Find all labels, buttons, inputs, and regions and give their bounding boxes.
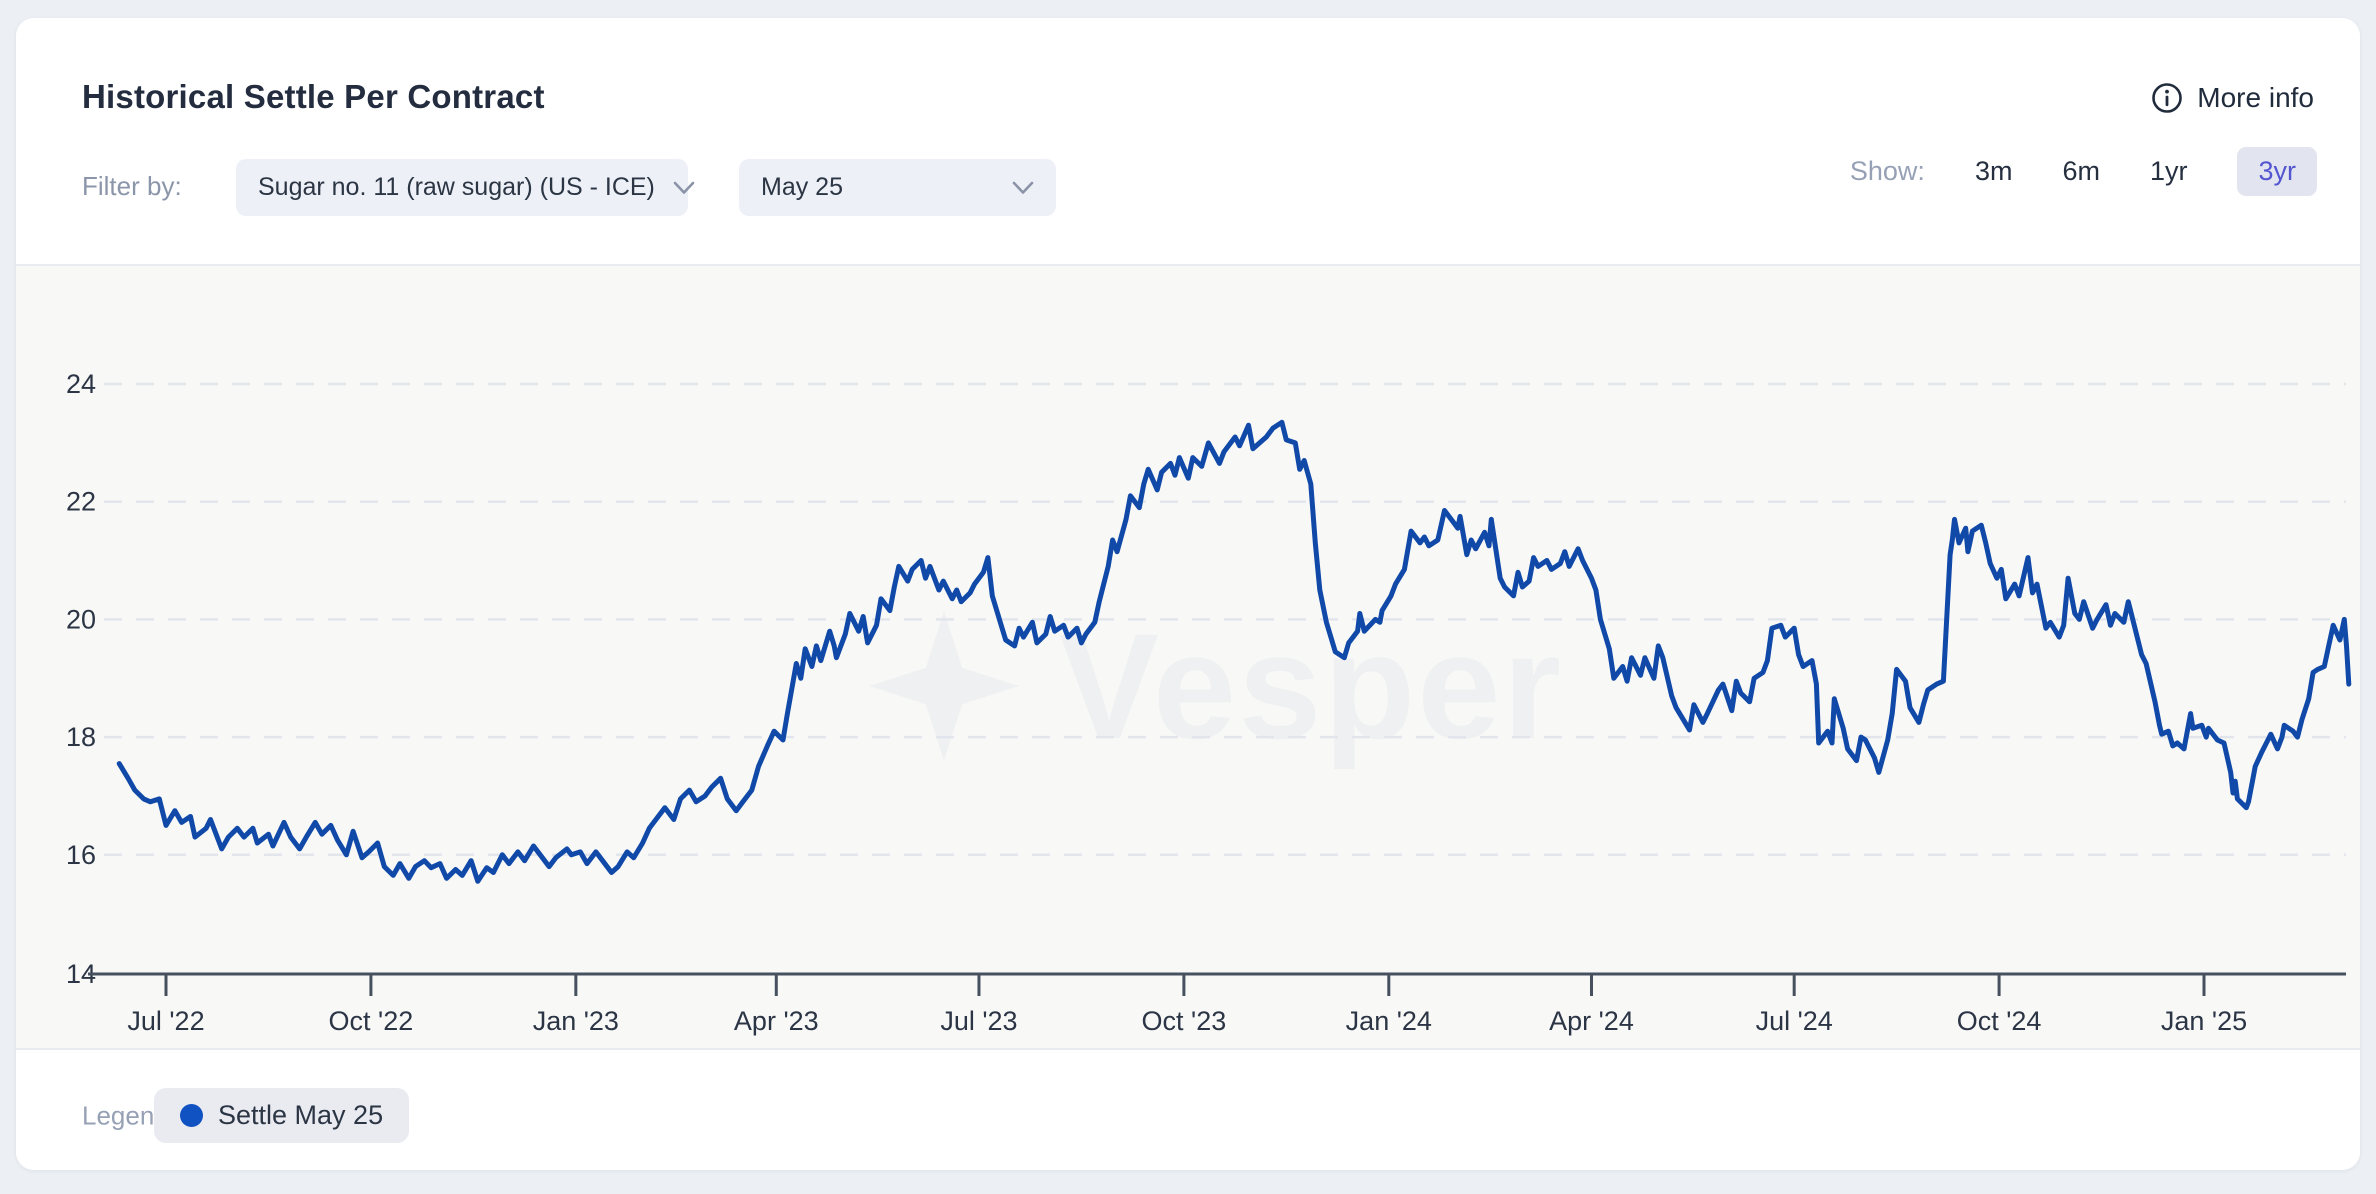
more-info-button[interactable]: More info — [2151, 80, 2314, 116]
more-info-label: More info — [2197, 82, 2314, 113]
svg-text:Oct '23: Oct '23 — [1142, 1006, 1227, 1036]
range-option-1yr[interactable]: 1yr — [2149, 155, 2188, 186]
svg-text:24: 24 — [66, 369, 96, 399]
show-label: Show: — [1849, 155, 1925, 186]
contract-dropdown-value: May 25 — [761, 173, 843, 201]
svg-text:18: 18 — [66, 722, 96, 752]
svg-text:Jan '23: Jan '23 — [533, 1006, 619, 1036]
svg-text:Jul '24: Jul '24 — [1756, 1006, 1833, 1036]
header-divider — [16, 264, 2360, 266]
svg-text:Apr '23: Apr '23 — [734, 1006, 819, 1036]
svg-text:Jan '25: Jan '25 — [2161, 1006, 2247, 1036]
svg-text:Oct '24: Oct '24 — [1957, 1006, 2042, 1036]
svg-text:16: 16 — [66, 840, 96, 870]
range-option-3m[interactable]: 3m — [1974, 155, 2013, 186]
x-axis: Jul '22 Oct '22 Jan '23 Apr '23 Jul '23 Oct '… — [88, 972, 2346, 1036]
product-dropdown-value: Sugar no. 11 (raw sugar) (US - ICE) — [258, 173, 655, 201]
range-option-3yr[interactable]: 3yr — [2237, 146, 2317, 196]
svg-text:Apr '24: Apr '24 — [1549, 1006, 1634, 1036]
gridlines — [104, 382, 2346, 857]
chart-card: Historical Settle Per Contract More info… — [16, 18, 2360, 1170]
legend-bar: Legend: Settle May 25 — [16, 1048, 2360, 1170]
range-option-6m[interactable]: 6m — [2062, 155, 2100, 186]
svg-text:22: 22 — [66, 487, 96, 517]
page-title: Historical Settle Per Contract — [82, 78, 545, 115]
filter-by-label: Filter by: — [82, 171, 182, 201]
svg-text:20: 20 — [66, 604, 96, 634]
price-line — [116, 419, 2352, 884]
svg-text:Jul '22: Jul '22 — [127, 1006, 204, 1036]
chevron-down-icon — [673, 181, 695, 194]
legend-item-label: Settle May 25 — [218, 1100, 384, 1130]
product-dropdown[interactable]: Sugar no. 11 (raw sugar) (US - ICE) — [236, 159, 695, 216]
legend-item-settle-may-25[interactable]: Settle May 25 — [154, 1088, 410, 1143]
svg-text:Oct '22: Oct '22 — [329, 1006, 414, 1036]
contract-dropdown[interactable]: May 25 — [739, 159, 1056, 216]
info-icon — [2152, 83, 2183, 113]
card-header: Historical Settle Per Contract More info… — [16, 18, 2360, 266]
series-color-dot — [180, 1104, 203, 1127]
range-selector: Show: 3m 6m 1yr 3yr — [1850, 146, 2317, 196]
chart-area[interactable]: Vesper 24 22 20 18 16 14 Jul '22 Oct '22 Jan '2… — [16, 266, 2360, 1066]
svg-text:Jan '24: Jan '24 — [1346, 1006, 1432, 1036]
svg-text:Jul '23: Jul '23 — [940, 1006, 1017, 1036]
chevron-down-icon — [1012, 181, 1034, 194]
